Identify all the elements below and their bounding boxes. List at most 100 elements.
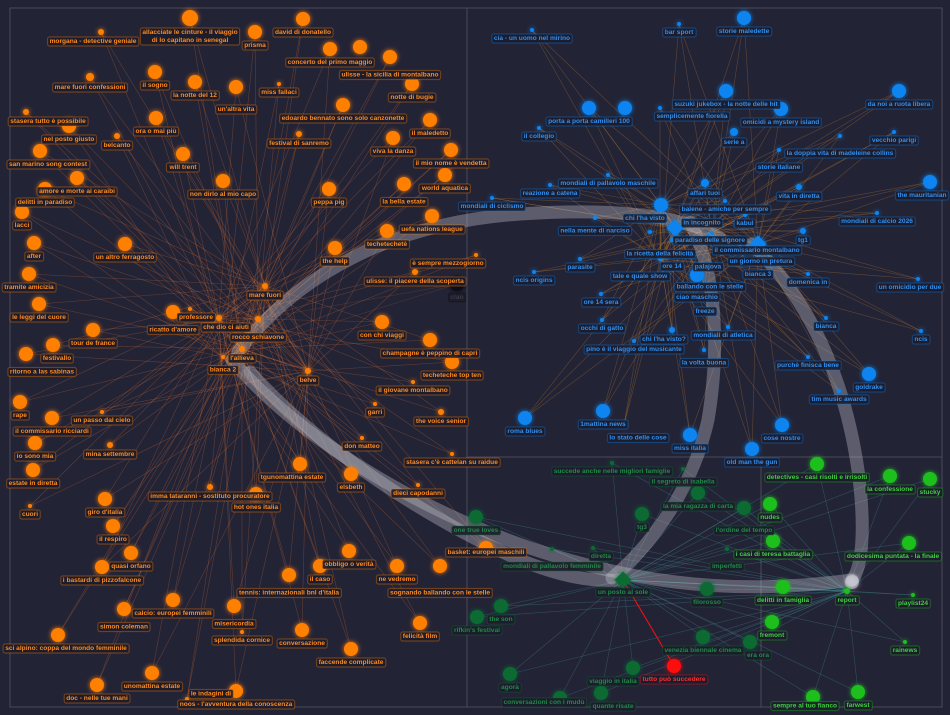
node-label[interactable]: tim music awards [808, 394, 870, 405]
node-label[interactable]: un posto al sole [595, 587, 652, 598]
node-label[interactable]: ora o mai più [132, 126, 180, 137]
node-label[interactable]: 1mattina news [577, 419, 629, 430]
node[interactable] [683, 428, 697, 442]
node[interactable] [148, 65, 162, 79]
node-label[interactable]: unomattina estate [121, 681, 184, 692]
node-label[interactable]: rifkin's festival [451, 625, 503, 636]
node[interactable] [118, 237, 132, 251]
node-label[interactable]: suzuki jukebox - la notte delle hit [671, 99, 782, 110]
node-label[interactable]: calcio: europei femminili [131, 608, 215, 619]
node-label[interactable]: imperfetti [709, 561, 745, 572]
node-label[interactable]: miss italia [671, 443, 709, 454]
node-label[interactable]: obbligo o verità [321, 559, 377, 570]
node[interactable] [438, 168, 452, 182]
node[interactable] [423, 333, 437, 347]
node-label[interactable]: prisma [241, 40, 269, 51]
node[interactable] [188, 75, 202, 89]
node[interactable] [433, 559, 447, 573]
node[interactable] [360, 436, 364, 440]
node[interactable] [919, 329, 923, 333]
node-label[interactable]: amore e morte ai caraibi [36, 186, 118, 197]
node-label[interactable]: un'altra vita [215, 104, 258, 115]
node-label[interactable]: techeteche top ten [420, 370, 484, 381]
node-label[interactable]: tale e quale show [610, 271, 671, 282]
node-label[interactable]: ballando con le stelle [674, 281, 747, 293]
node[interactable] [667, 659, 681, 673]
node[interactable] [654, 198, 668, 212]
node-label[interactable]: mondiali di atletica [690, 330, 756, 341]
node[interactable] [737, 11, 751, 25]
node-label[interactable]: ore 14 [659, 261, 685, 272]
node[interactable] [383, 50, 397, 64]
node-label[interactable]: mare fuori [246, 290, 284, 301]
node-label[interactable]: noos - l'avventura della conoscenza [177, 699, 296, 710]
node[interactable] [702, 348, 706, 352]
node-label[interactable]: festivallo [40, 353, 74, 364]
node-label[interactable]: doc - nelle tue mani [63, 693, 131, 704]
node[interactable] [469, 510, 483, 524]
node-label[interactable]: kabul [733, 218, 757, 229]
node-label[interactable]: nudes [757, 512, 783, 523]
node-label[interactable]: tg1 [795, 235, 811, 246]
node[interactable] [743, 635, 757, 649]
node[interactable] [445, 355, 459, 369]
node-label[interactable]: detectives - casi risolti e irrisolti [764, 472, 870, 483]
node[interactable] [397, 177, 411, 191]
node[interactable] [862, 367, 876, 381]
node[interactable] [28, 504, 32, 508]
node-label[interactable]: conversazione [276, 638, 328, 649]
node-label[interactable]: serie a [720, 137, 748, 148]
node[interactable] [33, 144, 47, 158]
node[interactable] [221, 355, 225, 359]
node-label[interactable]: roma blues [504, 426, 546, 437]
node-label[interactable]: i casi di teresa battaglia [733, 549, 814, 560]
node-label[interactable]: tutto può succedere [639, 674, 709, 685]
node[interactable] [696, 630, 710, 644]
node-label[interactable]: clan [447, 292, 467, 303]
node[interactable] [375, 315, 389, 329]
node[interactable] [100, 410, 104, 414]
node[interactable] [305, 368, 311, 374]
node-label[interactable]: uefa nations league [398, 224, 466, 235]
node[interactable] [550, 547, 554, 551]
node[interactable] [188, 307, 192, 311]
node[interactable] [124, 546, 138, 560]
node[interactable] [328, 241, 342, 255]
node[interactable] [806, 690, 820, 704]
node-label[interactable]: edoardo bennato sono solo canzonette [279, 113, 408, 124]
node[interactable] [106, 519, 120, 533]
node[interactable] [474, 253, 478, 257]
node-label[interactable]: ncis [911, 334, 931, 345]
node[interactable] [824, 316, 828, 320]
node-label[interactable]: festival di sanremo [266, 138, 332, 149]
node[interactable] [216, 315, 222, 321]
node[interactable] [413, 616, 427, 630]
node-label[interactable]: belve [296, 375, 320, 386]
node[interactable] [296, 131, 302, 137]
node[interactable] [23, 109, 29, 115]
node-label[interactable]: ricatto d'amore [146, 324, 200, 336]
node-label[interactable]: rape [10, 410, 30, 421]
node[interactable] [532, 270, 536, 274]
node[interactable] [90, 678, 104, 692]
node-label[interactable]: elsbeth [336, 482, 366, 493]
node[interactable] [719, 84, 733, 98]
node[interactable] [606, 173, 610, 177]
node[interactable] [902, 536, 916, 550]
node[interactable] [166, 305, 180, 319]
node[interactable] [95, 560, 109, 574]
node[interactable] [851, 685, 865, 699]
node[interactable] [386, 131, 400, 145]
node[interactable] [626, 661, 640, 675]
node-label[interactable]: venezia biennale cinema [661, 645, 745, 656]
node[interactable] [610, 461, 614, 465]
node[interactable] [322, 182, 336, 196]
node-label[interactable]: don matteo [341, 441, 383, 452]
node-label[interactable]: old man the gun [723, 457, 781, 468]
node[interactable] [599, 292, 603, 296]
node[interactable] [923, 175, 937, 189]
node-label[interactable]: mondiali di pallavolo maschile [557, 178, 659, 189]
node-label[interactable]: delitti in paradiso [15, 197, 75, 208]
node-label[interactable]: rocco schiavone [229, 332, 287, 343]
node[interactable] [227, 599, 241, 613]
